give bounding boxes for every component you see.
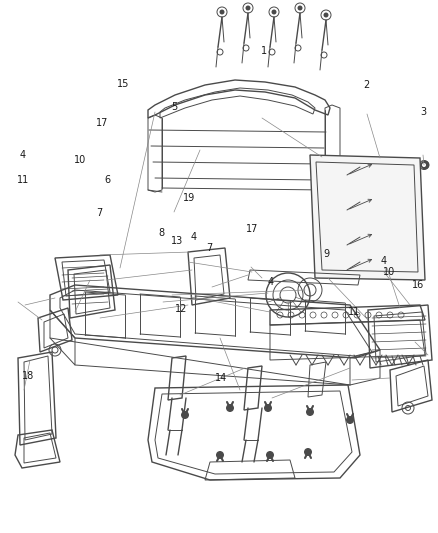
Circle shape bbox=[181, 411, 189, 419]
Text: 4: 4 bbox=[267, 278, 273, 287]
Circle shape bbox=[420, 160, 430, 169]
Text: 1: 1 bbox=[261, 46, 267, 55]
Text: 19: 19 bbox=[183, 193, 195, 203]
Text: 4: 4 bbox=[19, 150, 25, 159]
Circle shape bbox=[226, 404, 234, 412]
Text: 10: 10 bbox=[74, 155, 86, 165]
Text: 7: 7 bbox=[96, 208, 102, 218]
Text: 16: 16 bbox=[412, 280, 424, 290]
Circle shape bbox=[422, 163, 426, 167]
Polygon shape bbox=[310, 155, 425, 280]
Text: 12: 12 bbox=[175, 304, 187, 314]
Text: 18: 18 bbox=[22, 371, 34, 381]
Text: 4: 4 bbox=[191, 232, 197, 242]
Text: 10: 10 bbox=[383, 267, 396, 277]
Text: 8: 8 bbox=[159, 229, 165, 238]
Text: 9: 9 bbox=[323, 249, 329, 259]
Circle shape bbox=[272, 10, 276, 14]
Circle shape bbox=[246, 5, 251, 11]
Text: 3: 3 bbox=[420, 107, 427, 117]
Text: 4: 4 bbox=[381, 256, 387, 266]
Circle shape bbox=[266, 451, 274, 459]
Circle shape bbox=[297, 5, 303, 11]
Text: 13: 13 bbox=[171, 236, 183, 246]
Text: 7: 7 bbox=[206, 243, 212, 253]
Circle shape bbox=[306, 408, 314, 416]
Circle shape bbox=[264, 404, 272, 412]
Text: 2: 2 bbox=[364, 80, 370, 90]
Circle shape bbox=[324, 12, 328, 18]
Text: 17: 17 bbox=[246, 224, 258, 234]
Text: 17: 17 bbox=[95, 118, 108, 127]
Text: 5: 5 bbox=[171, 102, 177, 111]
Circle shape bbox=[219, 10, 225, 14]
Text: 15: 15 bbox=[117, 79, 130, 89]
Text: 11: 11 bbox=[17, 175, 29, 185]
Text: 14: 14 bbox=[215, 374, 227, 383]
Circle shape bbox=[346, 416, 354, 424]
Circle shape bbox=[216, 451, 224, 459]
Text: 6: 6 bbox=[104, 175, 110, 185]
Text: 11: 11 bbox=[348, 307, 360, 317]
Circle shape bbox=[304, 448, 312, 456]
